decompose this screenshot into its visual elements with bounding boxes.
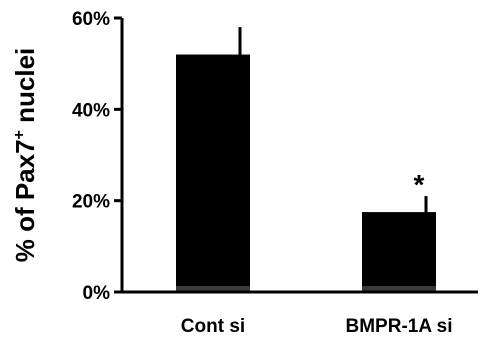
x-category-label: Cont si <box>181 316 245 337</box>
y-tick-label: 20% <box>72 192 110 213</box>
y-axis-title: % of Pax7+ nuclei <box>10 48 40 263</box>
y-axis-title-suffix: nuclei <box>10 48 40 130</box>
bar-base-band <box>176 286 250 291</box>
y-axis-title-superscript: + <box>11 130 28 139</box>
x-category-label: BMPR-1A si <box>346 316 453 337</box>
bar-base-band <box>362 286 436 291</box>
error-bars <box>238 27 428 214</box>
bar <box>176 54 250 293</box>
y-tick-label: 60% <box>72 9 110 30</box>
significance-marks: * <box>414 169 425 200</box>
bar <box>362 212 436 292</box>
significance-asterisk: * <box>414 169 425 200</box>
y-tick-label: 40% <box>72 100 110 121</box>
bars <box>176 54 436 293</box>
y-axis-ticks: 0% 20% 40% 60% <box>72 9 122 304</box>
x-axis-category-labels: Cont si BMPR-1A si <box>181 316 453 337</box>
y-axis-title-main: % of Pax7 <box>10 139 40 262</box>
y-tick-label: 0% <box>83 283 111 304</box>
